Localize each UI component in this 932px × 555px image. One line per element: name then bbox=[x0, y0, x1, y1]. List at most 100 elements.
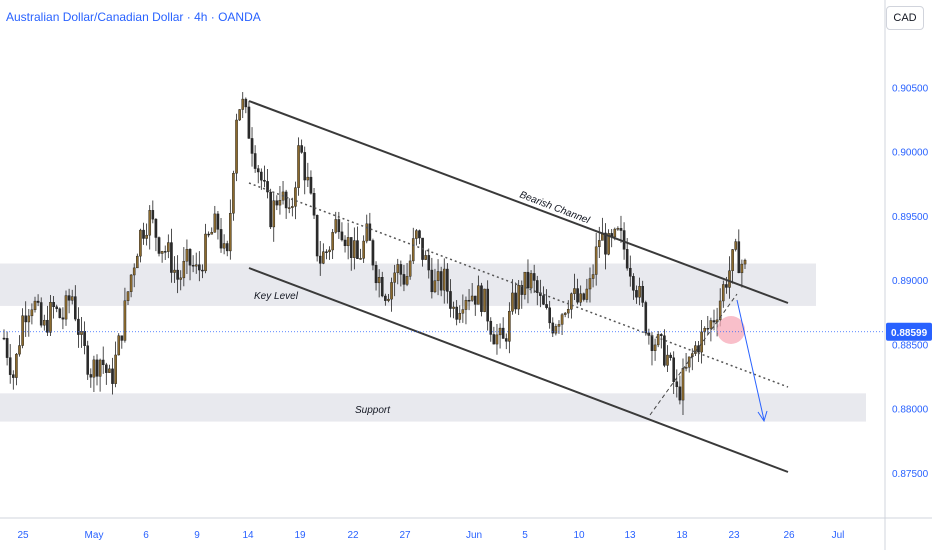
candle-body bbox=[588, 278, 592, 290]
candle-body bbox=[700, 331, 703, 353]
candle-body bbox=[548, 307, 551, 324]
candle-body bbox=[517, 285, 520, 310]
candle-body bbox=[108, 368, 111, 373]
candle-body bbox=[371, 240, 375, 266]
candle-body bbox=[253, 153, 257, 169]
last-price-label: 0.88599 bbox=[891, 328, 928, 339]
candle-body bbox=[2, 337, 6, 340]
candle-body bbox=[551, 322, 555, 334]
candle-body bbox=[570, 293, 573, 310]
candle-body bbox=[269, 191, 272, 228]
candle-body bbox=[396, 264, 400, 274]
candle-body bbox=[393, 272, 396, 283]
candle-body bbox=[604, 232, 607, 255]
candle-body bbox=[244, 98, 248, 108]
candle-body bbox=[136, 255, 139, 269]
candle-body bbox=[374, 264, 378, 284]
candle-body bbox=[232, 173, 235, 214]
currency-button[interactable]: CAD bbox=[886, 6, 924, 30]
candle-body bbox=[576, 288, 579, 303]
candle-body bbox=[185, 249, 189, 262]
candle-body bbox=[470, 295, 474, 301]
candle-body bbox=[337, 219, 341, 233]
channel-midline bbox=[248, 182, 789, 388]
candle-body bbox=[495, 334, 499, 345]
candle-body bbox=[712, 320, 716, 323]
candle-body bbox=[353, 240, 356, 258]
candle-body bbox=[597, 240, 601, 248]
candle-body bbox=[483, 288, 486, 312]
annotation-support: Support bbox=[355, 405, 391, 416]
candle-body bbox=[322, 251, 325, 264]
candle-body bbox=[114, 354, 117, 384]
candle-body bbox=[365, 223, 369, 242]
candle-body bbox=[179, 277, 183, 280]
candle-body bbox=[384, 295, 387, 301]
candle-body bbox=[461, 309, 465, 314]
candle-body bbox=[529, 273, 533, 289]
candle-body bbox=[362, 240, 365, 259]
candle-body bbox=[49, 302, 52, 333]
candle-body bbox=[477, 285, 480, 305]
candle-body bbox=[201, 269, 204, 272]
candle-body bbox=[535, 280, 539, 293]
candle-body bbox=[194, 264, 198, 267]
candle-body bbox=[659, 334, 663, 336]
candle-body bbox=[129, 274, 133, 292]
candle-body bbox=[92, 359, 96, 378]
candle-body bbox=[560, 314, 564, 325]
time-tick-label: 13 bbox=[624, 530, 636, 541]
candle-body bbox=[542, 295, 545, 305]
candle-body bbox=[473, 295, 477, 305]
candle-body bbox=[377, 277, 381, 284]
candle-body bbox=[387, 298, 390, 301]
candle-body bbox=[405, 276, 409, 285]
candle-body bbox=[411, 238, 415, 262]
candle-body bbox=[216, 213, 220, 230]
candle-body bbox=[163, 251, 167, 253]
candle-body bbox=[210, 232, 214, 235]
trendline-dashed bbox=[649, 293, 738, 416]
candle-body bbox=[70, 296, 74, 301]
candle-body bbox=[452, 306, 455, 309]
candle-body bbox=[619, 228, 623, 231]
candle-body bbox=[18, 345, 21, 355]
candle-body bbox=[653, 344, 657, 351]
candle-body bbox=[306, 176, 310, 181]
candle-body bbox=[151, 210, 155, 220]
candle-body bbox=[275, 200, 279, 206]
highlight-circle bbox=[717, 316, 745, 344]
candle-body bbox=[523, 271, 527, 295]
candle-body bbox=[492, 334, 496, 345]
candle-body bbox=[566, 309, 570, 314]
candle-body bbox=[678, 386, 682, 401]
price-tick-label: 0.89000 bbox=[892, 276, 929, 287]
annotation-bearish-channel: Bearish Channel bbox=[518, 190, 592, 227]
candle-body bbox=[628, 267, 632, 277]
candle-body bbox=[328, 249, 331, 253]
drawings-layer bbox=[248, 100, 789, 473]
candle-body bbox=[684, 367, 688, 369]
candle-body bbox=[697, 345, 700, 353]
candle-body bbox=[170, 242, 173, 273]
candle-body bbox=[672, 357, 675, 382]
time-tick-label: 25 bbox=[17, 530, 29, 541]
candle-body bbox=[77, 318, 80, 335]
candle-body bbox=[198, 264, 201, 271]
candle-body bbox=[46, 319, 49, 333]
candle-body bbox=[157, 237, 161, 254]
candle-body bbox=[625, 249, 629, 269]
candle-body bbox=[207, 233, 210, 236]
candle-body bbox=[591, 274, 595, 279]
time-tick-label: Jun bbox=[466, 530, 482, 541]
candle-body bbox=[557, 324, 561, 327]
candle-body bbox=[284, 191, 288, 209]
projection-arrow bbox=[736, 299, 765, 421]
price-tick-label: 0.90500 bbox=[892, 83, 929, 94]
candle-body bbox=[734, 241, 737, 250]
candle-body bbox=[594, 246, 598, 275]
candle-body bbox=[142, 229, 145, 239]
candle-body bbox=[728, 270, 731, 288]
candle-body bbox=[675, 381, 679, 388]
